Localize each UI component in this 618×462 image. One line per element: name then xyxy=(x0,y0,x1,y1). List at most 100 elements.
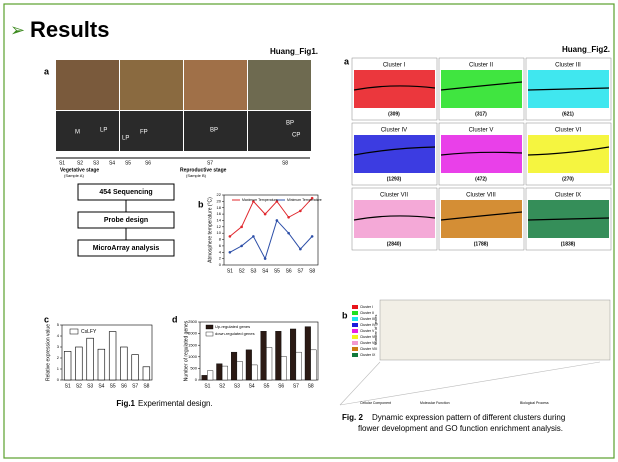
y-tick-label: 12 xyxy=(217,224,222,229)
y-tick-label: 2500 xyxy=(188,319,198,324)
legend-label: Cluster VIII xyxy=(360,347,377,351)
point xyxy=(299,248,302,251)
bar xyxy=(231,352,237,380)
cluster-count: (472) xyxy=(475,176,487,182)
y-axis-label: Atmosphere temperature (°C) xyxy=(207,197,213,263)
y-tick-label: 6 xyxy=(219,243,222,248)
legend-label: Up-regulated genes xyxy=(215,324,250,329)
label: Huang_Fig1. xyxy=(270,47,318,56)
legend-label: Cluster III xyxy=(360,317,375,321)
y-tick-label: 16 xyxy=(217,211,222,216)
point xyxy=(287,216,290,219)
label: a xyxy=(344,56,350,66)
y-tick-label: 18 xyxy=(217,205,222,210)
bar xyxy=(246,350,252,380)
y-tick-label: 22 xyxy=(217,192,222,197)
photo xyxy=(56,60,119,110)
bar xyxy=(109,332,116,380)
x-tick-label: S3 xyxy=(250,268,256,274)
bar xyxy=(207,371,213,380)
x-tick-label: S3 xyxy=(234,383,240,389)
x-tick-label: S2 xyxy=(219,383,225,389)
x-tick-label: S4 xyxy=(98,383,104,389)
y-tick-label: 1 xyxy=(57,366,60,371)
bar xyxy=(252,365,258,380)
x-tick-label: S1 xyxy=(204,383,210,389)
point xyxy=(264,213,267,216)
stage-label: S7 xyxy=(207,160,213,166)
legend-swatch xyxy=(352,341,358,345)
cluster-name: Cluster I xyxy=(383,63,406,69)
slide-title: Results xyxy=(30,17,109,42)
label: M xyxy=(75,130,80,136)
y-tick-label: 10 xyxy=(217,230,222,235)
point xyxy=(240,245,243,248)
label: c xyxy=(44,314,49,324)
legend-swatch xyxy=(352,347,358,351)
cluster-count: (621) xyxy=(562,111,574,117)
bar xyxy=(202,375,208,380)
x-tick-label: S7 xyxy=(132,383,138,389)
x-tick-label: S6 xyxy=(121,383,127,389)
cluster-count: (1788) xyxy=(474,241,489,247)
legend-label: down-regulated genes xyxy=(215,331,255,336)
bar xyxy=(121,347,128,380)
point xyxy=(252,235,255,238)
x-tick-label: S7 xyxy=(293,383,299,389)
cluster-count: (2840) xyxy=(387,241,402,247)
cluster-name: Cluster VII xyxy=(380,193,408,199)
y-tick-label: 2 xyxy=(57,355,60,360)
series-line xyxy=(230,198,312,236)
legend-label: Cluster VII xyxy=(360,341,376,345)
x-tick-label: S5 xyxy=(274,268,280,274)
label: a xyxy=(44,66,50,76)
legend-swatch xyxy=(352,323,358,327)
cluster-name: Cluster IV xyxy=(381,128,407,134)
point xyxy=(240,226,243,229)
point xyxy=(287,232,290,235)
legend-swatch xyxy=(352,311,358,315)
label: LP xyxy=(100,128,107,134)
cluster-count: (270) xyxy=(562,176,574,182)
legend-label: Cluster II xyxy=(360,311,374,315)
label: Experimental design. xyxy=(138,399,213,408)
stage-label: S3 xyxy=(93,160,99,166)
x-tick-label: S8 xyxy=(309,268,315,274)
flow-label: Probe design xyxy=(104,217,148,224)
bar xyxy=(64,351,71,380)
photo xyxy=(184,60,247,110)
point xyxy=(229,251,232,254)
go-label-fan xyxy=(340,362,600,405)
bullet: ➢ xyxy=(10,20,25,40)
cluster-name: Cluster IX xyxy=(555,193,581,199)
go-group: Cellular Component xyxy=(360,401,391,405)
legend-swatch xyxy=(206,325,213,329)
stage-label: S1 xyxy=(59,160,65,166)
legend-label: Cluster VI xyxy=(360,335,375,339)
legend-swatch xyxy=(206,332,213,336)
bar xyxy=(290,329,296,380)
bar xyxy=(217,364,223,380)
cluster-count: (317) xyxy=(475,111,487,117)
x-tick-label: S5 xyxy=(110,383,116,389)
label: b xyxy=(198,199,204,209)
micrograph xyxy=(56,111,119,151)
legend-label: Cluster V xyxy=(360,329,375,333)
legend-swatch xyxy=(70,329,78,334)
y-tick-label: 3 xyxy=(57,344,60,349)
y-tick-label: 14 xyxy=(217,218,222,223)
micrograph xyxy=(120,111,183,151)
x-tick-label: S5 xyxy=(263,383,269,389)
legend-swatch xyxy=(352,329,358,333)
label: Fig.1 xyxy=(116,399,135,408)
bar xyxy=(281,357,287,380)
y-tick-label: 8 xyxy=(219,237,222,242)
cluster-profiles xyxy=(354,135,435,173)
y-tick-label: 20 xyxy=(217,198,222,203)
x-tick-label: S6 xyxy=(278,383,284,389)
point xyxy=(311,235,314,238)
legend-label: Cluster IV xyxy=(360,323,376,327)
y-tick-label: 4 xyxy=(219,249,222,254)
x-tick-label: S8 xyxy=(308,383,314,389)
bar xyxy=(132,355,139,380)
